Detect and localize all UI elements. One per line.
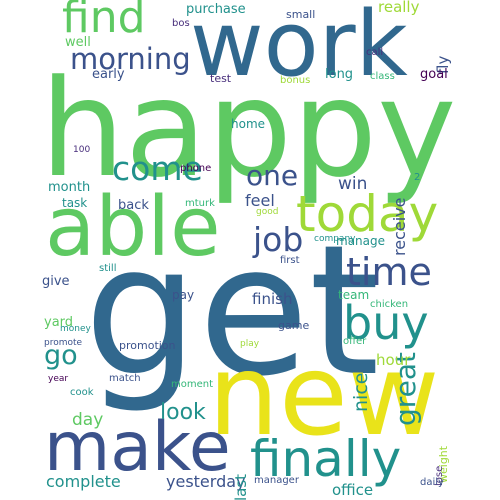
word-able: able <box>45 180 221 275</box>
word-home: home <box>231 117 266 131</box>
word-really: really <box>378 0 420 16</box>
word-look: look <box>160 400 206 425</box>
word-small: small <box>286 8 316 21</box>
word-office: office <box>332 481 374 499</box>
word-offer: offer <box>343 336 367 347</box>
word-job: job <box>253 220 304 259</box>
word-receive: receive <box>390 197 409 256</box>
word-class: class <box>370 71 395 82</box>
word-long: long <box>325 67 354 82</box>
word-day: day <box>72 410 104 430</box>
word-new: new <box>208 331 440 461</box>
word-money: money <box>60 324 91 334</box>
word-well: well <box>65 35 91 50</box>
word-finally: finally <box>250 430 402 488</box>
word-yesterday: yesterday <box>166 472 246 491</box>
word-test: test <box>210 72 232 85</box>
word-promotion: promotion <box>119 339 176 352</box>
word-bonus: bonus <box>280 75 311 86</box>
word-promote: promote <box>44 338 83 348</box>
word-good: good <box>256 207 279 217</box>
word-time: time <box>346 250 432 294</box>
word-work: work <box>190 0 408 97</box>
word-mturk: mturk <box>185 198 215 209</box>
word-give: give <box>42 274 70 289</box>
word-team: team <box>338 288 370 302</box>
word-call: call <box>366 47 384 58</box>
word-happy: happy <box>40 51 457 207</box>
word-come: come <box>112 149 203 188</box>
word-company: company <box>314 234 356 244</box>
word-complete: complete <box>46 472 121 491</box>
word-year: year <box>48 374 69 384</box>
word-win: win <box>338 174 368 194</box>
word-one: one <box>246 159 299 192</box>
word-nice: nice <box>350 372 372 412</box>
word-yard: yard <box>44 315 74 330</box>
word-today: today <box>296 185 439 243</box>
word-manager: manager <box>254 475 299 486</box>
word-hour: hour <box>376 351 411 369</box>
word-first: first <box>280 255 300 266</box>
word-morning: morning <box>70 42 191 76</box>
word-month: month <box>48 180 91 195</box>
word-play: play <box>240 339 260 349</box>
word-100: 100 <box>73 145 91 155</box>
word-buy: buy <box>343 296 429 350</box>
word-phone: phone <box>180 163 212 174</box>
word-task: task <box>62 196 88 210</box>
word-manage: manage <box>336 234 386 248</box>
word-pay: pay <box>172 288 195 302</box>
word-bos: bos <box>172 18 190 29</box>
word-get: get <box>84 207 380 416</box>
word-daily: daily <box>420 477 444 488</box>
word-back: back <box>118 198 149 213</box>
word-feel: feel <box>245 191 275 210</box>
word-purchase: purchase <box>186 2 246 17</box>
word-find: find <box>62 0 146 43</box>
word-goal: goal <box>420 67 448 82</box>
word-finish: finish <box>252 290 293 308</box>
word-match: match <box>109 373 141 384</box>
word-still: still <box>99 263 117 274</box>
word-make: make <box>44 408 231 487</box>
word-chicken: chicken <box>370 299 409 310</box>
word-go: go <box>44 340 78 371</box>
word-early: early <box>92 67 125 82</box>
word-game: game <box>278 319 310 332</box>
word-cook: cook <box>70 387 94 398</box>
word-last: last <box>232 473 250 500</box>
word-2: 2 <box>414 172 421 183</box>
word-moment: moment <box>171 379 214 390</box>
